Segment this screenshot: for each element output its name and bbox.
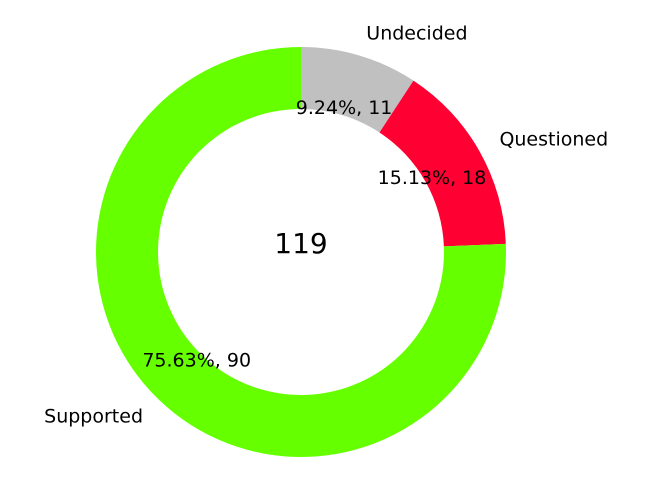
slice-supported (96, 47, 507, 458)
slice-name-label-supported: Supported (44, 405, 143, 427)
slice-data-label-undecided: 9.24%, 11 (296, 97, 393, 119)
slices-layer (96, 47, 507, 458)
slice-name-label-undecided: Undecided (366, 23, 467, 45)
slice-name-label-questioned: Questioned (499, 129, 608, 151)
center-total-label: 119 (274, 227, 327, 260)
slice-data-label-supported: 75.63%, 90 (142, 350, 251, 372)
labels-layer: 9.24%, 11 Undecided 15.13%, 18 Questioned 75… (44, 23, 608, 428)
slice-undecided (301, 47, 414, 133)
slice-questioned (379, 80, 506, 247)
slice-data-label-questioned: 15.13%, 18 (378, 167, 487, 189)
